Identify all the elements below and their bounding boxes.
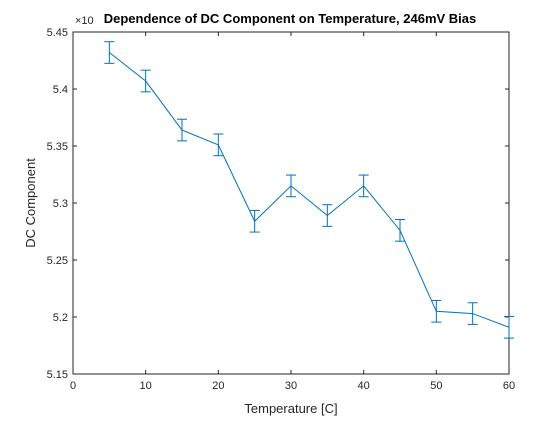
error-bar <box>358 174 369 198</box>
error-bar <box>177 118 187 142</box>
x-tick-label: 10 <box>140 380 152 392</box>
y-axis-label: DC Component <box>23 158 38 248</box>
chart-title: Dependence of DC Component on Temperatur… <box>104 11 477 26</box>
x-tick-label: 30 <box>285 380 297 392</box>
x-tick-label: 60 <box>503 380 515 392</box>
error-bar <box>467 302 478 325</box>
error-bar <box>213 133 224 157</box>
error-bar <box>249 209 260 233</box>
error-bar <box>140 69 151 93</box>
y-tick-label: 5.4 <box>53 84 68 96</box>
y-tick-label: 5.15 <box>47 369 68 381</box>
error-bar <box>395 219 405 242</box>
y-tick-label: 5.35 <box>47 141 68 153</box>
error-bar <box>504 315 514 339</box>
error-bar <box>104 41 115 64</box>
y-tick-label: 5.25 <box>47 255 68 267</box>
series-line <box>109 52 510 328</box>
error-bar <box>431 299 442 323</box>
x-tick-label: 50 <box>430 380 442 392</box>
y-tick-label: 5.3 <box>53 198 68 210</box>
x-axis-label: Temperature [C] <box>244 401 337 416</box>
error-bar <box>322 204 333 227</box>
y-tick-label: 5.45 <box>47 27 68 39</box>
y-tick-label: 5.2 <box>53 312 68 324</box>
plot-area <box>72 31 510 375</box>
x-tick-label: 40 <box>358 380 370 392</box>
error-bar <box>286 174 296 198</box>
x-tick-label: 20 <box>212 380 224 392</box>
x-tick-label: 0 <box>70 380 76 392</box>
y-exponent-label: ×10 <box>75 15 94 27</box>
